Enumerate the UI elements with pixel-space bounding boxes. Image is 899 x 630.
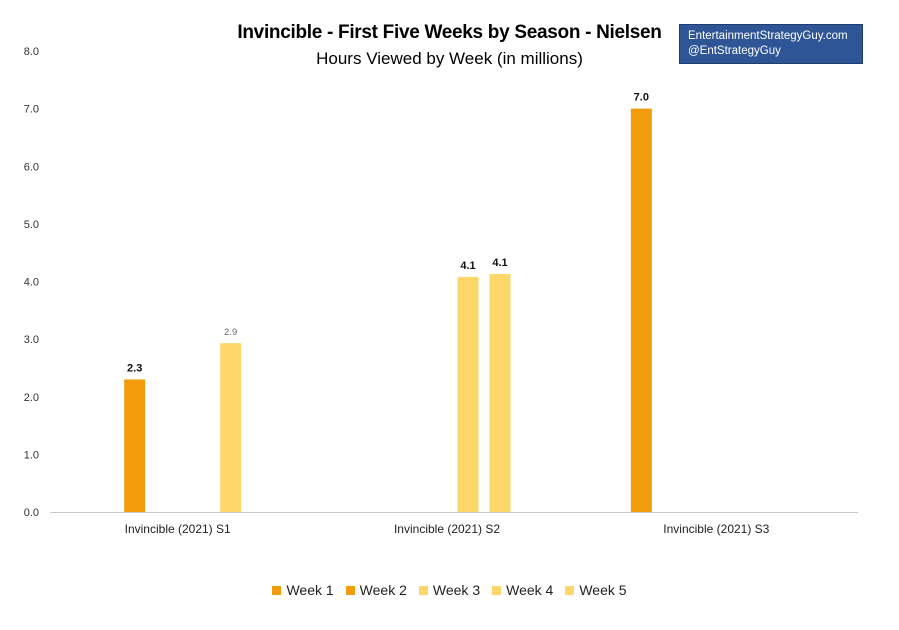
y-tick-label: 7.0 — [24, 104, 39, 116]
chart-legend: Week 1 Week 2 Week 3 Week 4 Week 5 — [0, 582, 899, 598]
y-tick-label: 3.0 — [24, 334, 39, 346]
bar-week-5 — [489, 274, 511, 512]
data-label: 4.1 — [460, 260, 475, 272]
legend-item: Week 5 — [565, 582, 627, 598]
data-label: 4.1 — [492, 257, 507, 269]
legend-swatch — [272, 586, 282, 595]
legend-item: Week 3 — [418, 582, 481, 598]
y-tick-label: 8.0 — [24, 46, 39, 58]
chart-title: Invincible - First Five Weeks by Season … — [237, 22, 662, 43]
x-category-label: Invincible (2021) S1 — [125, 522, 231, 536]
y-tick-label: 0.0 — [24, 507, 39, 519]
legend-label: Week 2 — [359, 582, 407, 598]
y-tick-label: 6.0 — [24, 161, 39, 173]
data-label: 2.9 — [224, 327, 237, 338]
bar-week-4 — [457, 276, 479, 512]
bar-week-5 — [220, 343, 242, 512]
y-tick-label: 4.0 — [24, 277, 39, 289]
x-category-label: Invincible (2021) S3 — [663, 522, 769, 536]
x-category-label: Invincible (2021) S2 — [394, 522, 500, 536]
bar-week-1 — [630, 108, 652, 512]
legend-swatch — [492, 586, 502, 595]
legend-item: Week 1 — [272, 582, 334, 598]
chart-subtitle: Hours Viewed by Week (in millions) — [316, 49, 583, 68]
brand-handle: @EntStrategyGuy — [688, 45, 781, 57]
data-label: 7.0 — [634, 92, 649, 104]
legend-item: Week 4 — [492, 582, 553, 598]
legend-label: Week 4 — [506, 582, 554, 598]
brand-website: EntertainmentStrategyGuy.com — [688, 30, 848, 42]
y-tick-label: 1.0 — [24, 449, 39, 461]
y-tick-label: 5.0 — [24, 219, 39, 231]
legend-label: Week 5 — [579, 582, 627, 598]
data-label: 2.3 — [127, 362, 142, 374]
legend-swatch — [418, 586, 428, 595]
legend-swatch — [345, 586, 355, 595]
brand-watermark-box: EntertainmentStrategyGuy.com @EntStrateg… — [679, 24, 863, 64]
bar-week-2 — [124, 379, 146, 512]
legend-item: Week 2 — [345, 582, 407, 598]
legend-swatch — [565, 586, 575, 595]
legend-label: Week 3 — [432, 582, 481, 598]
y-tick-label: 2.0 — [24, 392, 39, 404]
legend-label: Week 1 — [286, 582, 334, 598]
